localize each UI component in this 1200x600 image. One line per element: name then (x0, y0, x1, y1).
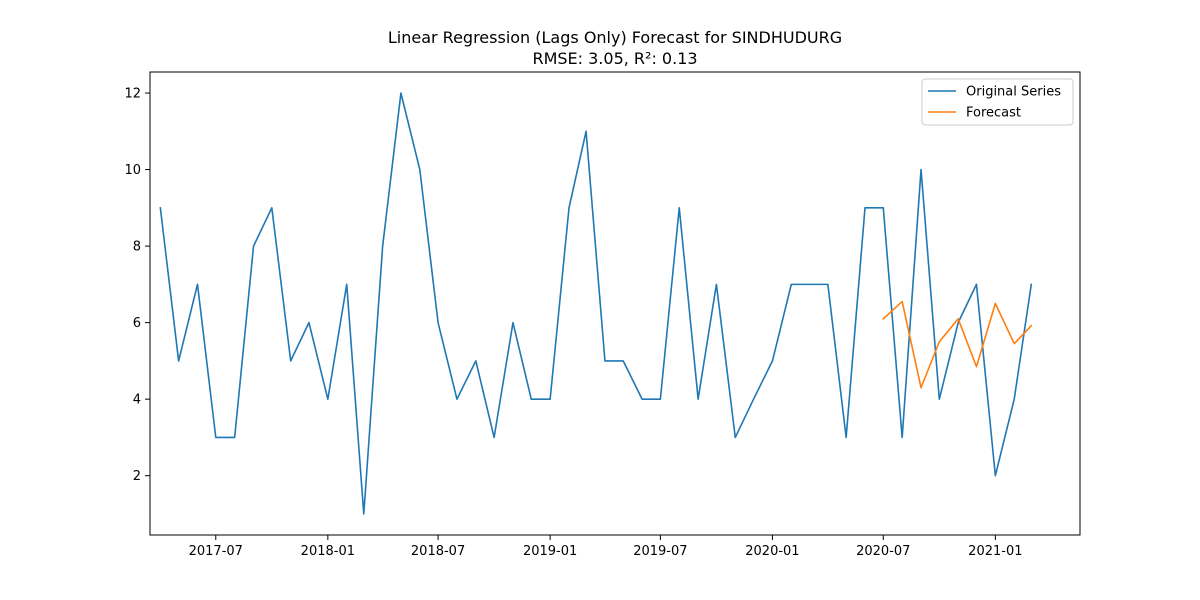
x-tick-label: 2018-07 (411, 544, 465, 559)
y-tick-label: 10 (124, 163, 141, 178)
x-tick-label: 2021-01 (968, 544, 1022, 559)
legend-label-original-series: Original Series (966, 85, 1061, 100)
y-tick-label: 6 (133, 316, 141, 331)
x-tick-label: 2018-01 (301, 544, 355, 559)
x-tick-label: 2020-07 (856, 544, 910, 559)
y-tick-label: 4 (133, 393, 141, 408)
plot-area: 2017-07 2018-01 2018-07 2019-01 2019-07 2020-… (124, 71, 1081, 559)
y-tick-label: 8 (133, 240, 141, 255)
legend-label-forecast: Forecast (966, 106, 1021, 121)
x-tick-label: 2017-07 (189, 544, 243, 559)
x-tick-label: 2019-07 (633, 544, 687, 559)
x-tick-label: 2020-01 (745, 544, 799, 559)
chart-subtitle: RMSE: 3.05, R²: 0.13 (532, 49, 697, 68)
axes-frame (149, 71, 1081, 536)
series-line-forecast (882, 300, 1033, 389)
chart-title: Linear Regression (Lags Only) Forecast f… (388, 28, 842, 47)
legend: Original Series Forecast (921, 78, 1074, 126)
series-line-original-series (159, 92, 1033, 515)
legend-box (921, 78, 1074, 126)
y-tick-label: 2 (133, 469, 141, 484)
y-tick-label: 12 (124, 87, 141, 102)
x-tick-label: 2019-01 (523, 544, 577, 559)
